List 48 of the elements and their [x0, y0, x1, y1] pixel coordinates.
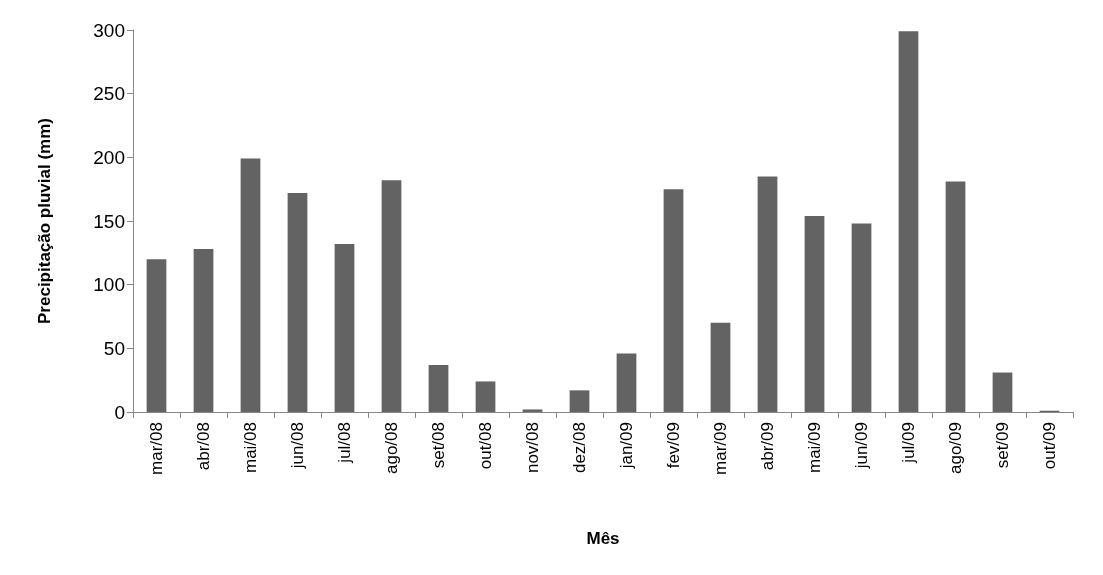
x-tick-label: mar/09 — [711, 422, 730, 475]
bar — [710, 322, 731, 412]
x-tick-label: jul/08 — [335, 422, 354, 464]
bar — [146, 259, 167, 412]
bar — [663, 189, 684, 412]
x-tick-label: mai/08 — [241, 422, 260, 474]
x-tick-label: abr/08 — [194, 422, 213, 471]
y-tick-label: 250 — [93, 83, 125, 105]
bar — [287, 192, 308, 412]
x-tick-label: set/09 — [993, 422, 1012, 469]
x-tick-label: dez/08 — [570, 422, 589, 474]
y-tick-label: 300 — [93, 19, 125, 41]
x-tick-label: abr/09 — [758, 422, 777, 471]
x-tick-label: jul/09 — [899, 422, 918, 464]
bar — [757, 176, 778, 412]
bar — [475, 381, 496, 412]
bar — [193, 249, 214, 412]
bar — [898, 31, 919, 412]
y-tick-label: 100 — [93, 274, 125, 296]
bar — [851, 223, 872, 412]
x-tick-label: ago/09 — [946, 422, 965, 474]
x-tick-label: jan/09 — [617, 422, 636, 470]
y-tick-label: 150 — [93, 210, 125, 232]
x-tick-label: jun/09 — [852, 422, 871, 470]
bar — [804, 215, 825, 412]
x-tick-label: set/08 — [429, 422, 448, 469]
x-tick-label: ago/08 — [382, 422, 401, 474]
bar — [381, 180, 402, 412]
bar — [522, 409, 543, 412]
bar — [992, 372, 1013, 412]
bar — [945, 181, 966, 412]
x-tick-label: mar/08 — [147, 422, 166, 475]
bar — [428, 364, 449, 412]
bar — [616, 353, 637, 412]
bar — [334, 243, 355, 412]
x-tick-label: fev/09 — [664, 422, 683, 469]
x-tick-label: mai/09 — [805, 422, 824, 474]
x-tick-label: nov/08 — [523, 422, 542, 474]
x-tick-label: jun/08 — [288, 422, 307, 470]
bar — [569, 390, 590, 412]
y-tick-label: 0 — [114, 401, 125, 423]
x-tick-label: out/08 — [476, 422, 495, 470]
y-axis-title: Precipitação pluvial (mm) — [35, 118, 54, 324]
y-tick-label: 50 — [103, 337, 125, 359]
y-tick-label: 200 — [93, 146, 125, 168]
x-tick-label: out/09 — [1040, 422, 1059, 470]
x-axis-title: Mês — [586, 529, 620, 548]
bar — [240, 158, 261, 412]
